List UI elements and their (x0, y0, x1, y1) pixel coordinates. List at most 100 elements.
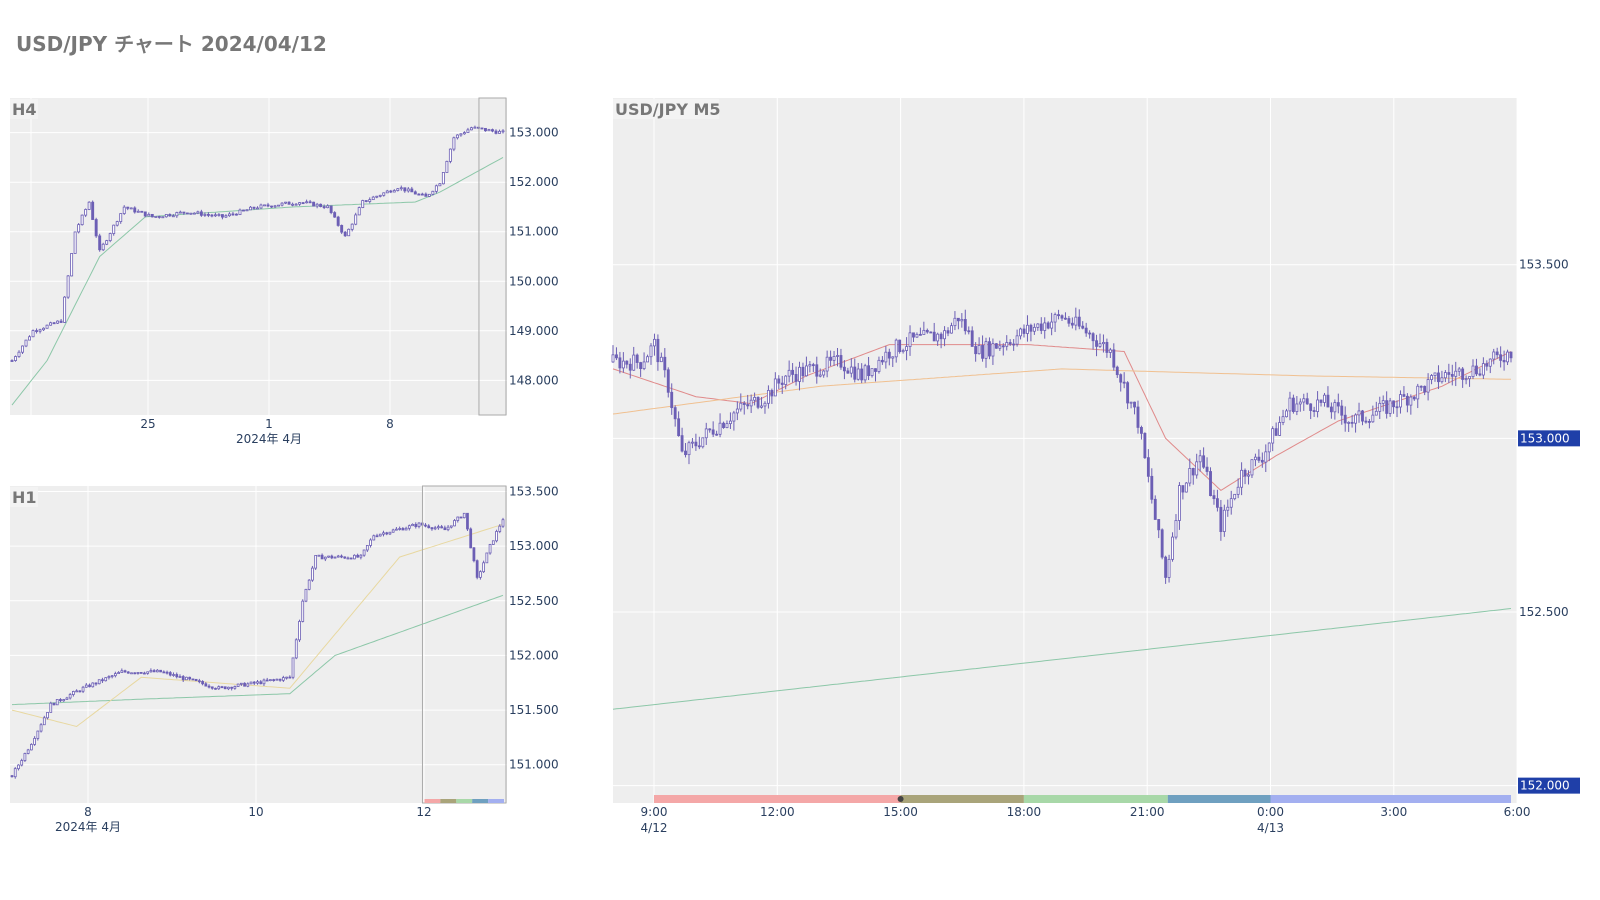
candle (161, 216, 165, 219)
candle (984, 337, 988, 368)
candle (766, 385, 770, 409)
candle (1312, 406, 1316, 417)
candle (853, 358, 857, 383)
candle (484, 127, 487, 132)
candle (220, 214, 224, 220)
candle (963, 309, 967, 335)
candle (81, 685, 85, 694)
candle (430, 527, 434, 531)
candle (1195, 453, 1199, 479)
candle (361, 199, 365, 209)
candle (35, 328, 39, 334)
candle (912, 332, 915, 343)
h4-x-axis: 25 1 8 2024年 4月 (140, 417, 393, 446)
candle (611, 345, 615, 363)
candle (1499, 346, 1503, 368)
candle (353, 554, 356, 560)
candle (894, 338, 898, 363)
candle (1247, 470, 1250, 485)
candle (391, 528, 395, 533)
session-marker (897, 796, 904, 802)
candle (49, 701, 53, 713)
m5-chart-panel[interactable]: 152.000 152.500 153.000 153.500 9:00 12:00 15… (611, 98, 1580, 835)
candle (818, 368, 822, 378)
candle (445, 160, 449, 173)
candle (129, 207, 133, 210)
candle (340, 224, 344, 235)
candle (1399, 390, 1402, 414)
candle (1367, 418, 1371, 429)
candle (860, 363, 864, 384)
x-tick-label: 3:00 (1380, 805, 1407, 819)
moving-average-line (11, 523, 504, 728)
candle (639, 361, 643, 377)
candle (455, 134, 459, 140)
candle (104, 677, 108, 682)
candle (1340, 399, 1344, 425)
candle (687, 440, 691, 465)
candle (154, 216, 158, 218)
candle (836, 347, 839, 367)
candle (1060, 314, 1064, 322)
candle (68, 692, 72, 700)
price-badge (1518, 430, 1580, 447)
candle (891, 356, 895, 368)
m5-y-axis: 152.000 152.500 153.000 153.500 (1518, 258, 1580, 794)
candle (143, 211, 147, 218)
candle (256, 679, 259, 685)
candle (277, 204, 281, 207)
candle (77, 223, 81, 234)
candle (1198, 449, 1202, 472)
h4-chart-panel[interactable]: 148.000 149.000 150.000 151.000 152.000 153.0… (10, 97, 559, 446)
candle (1105, 338, 1109, 358)
candle (1430, 374, 1433, 385)
m5-plot-area (613, 98, 1517, 803)
candle (1371, 405, 1375, 423)
candle (243, 682, 246, 687)
candle (333, 211, 337, 218)
candle (811, 362, 815, 373)
candle (466, 127, 470, 134)
candle (501, 129, 505, 134)
candle (340, 554, 343, 559)
candle (438, 182, 442, 187)
candle (236, 683, 240, 687)
candle (946, 327, 950, 337)
candle (1326, 386, 1330, 408)
candle (711, 421, 715, 438)
candle (482, 560, 485, 573)
h1-chart-panel[interactable]: 151.000 151.500 152.000 152.500 153.000 153.5… (10, 484, 559, 834)
candle (1274, 422, 1278, 436)
candle (1188, 458, 1192, 487)
candle (1205, 457, 1209, 476)
candle (278, 678, 282, 682)
y-tick-label: 153.500 (1519, 258, 1569, 272)
candle (1140, 425, 1143, 440)
h4-y-axis: 148.000 149.000 150.000 151.000 152.000 153.0… (509, 126, 559, 388)
candle (704, 422, 708, 445)
candle (365, 545, 369, 553)
candle (42, 715, 46, 726)
mini-session-segment (488, 799, 504, 803)
candle (1437, 365, 1440, 390)
session-segment (1270, 795, 1511, 803)
candle (108, 232, 112, 243)
candle (1240, 462, 1244, 496)
candle (38, 328, 42, 334)
candle (427, 524, 431, 529)
candle (298, 202, 302, 206)
candle (1347, 421, 1351, 432)
candle (182, 211, 186, 215)
m5-title-bg (613, 99, 719, 119)
candle (749, 394, 753, 413)
candle (1212, 489, 1216, 505)
candle (52, 322, 56, 325)
candle (1288, 391, 1292, 421)
candle (150, 213, 154, 218)
h1-x-axis: 8 10 12 2024年 4月 (55, 805, 432, 834)
candle (1257, 449, 1261, 463)
h1-title: H1 (12, 488, 37, 507)
candle (136, 672, 140, 675)
candle (1295, 396, 1299, 416)
candle (1361, 409, 1364, 426)
